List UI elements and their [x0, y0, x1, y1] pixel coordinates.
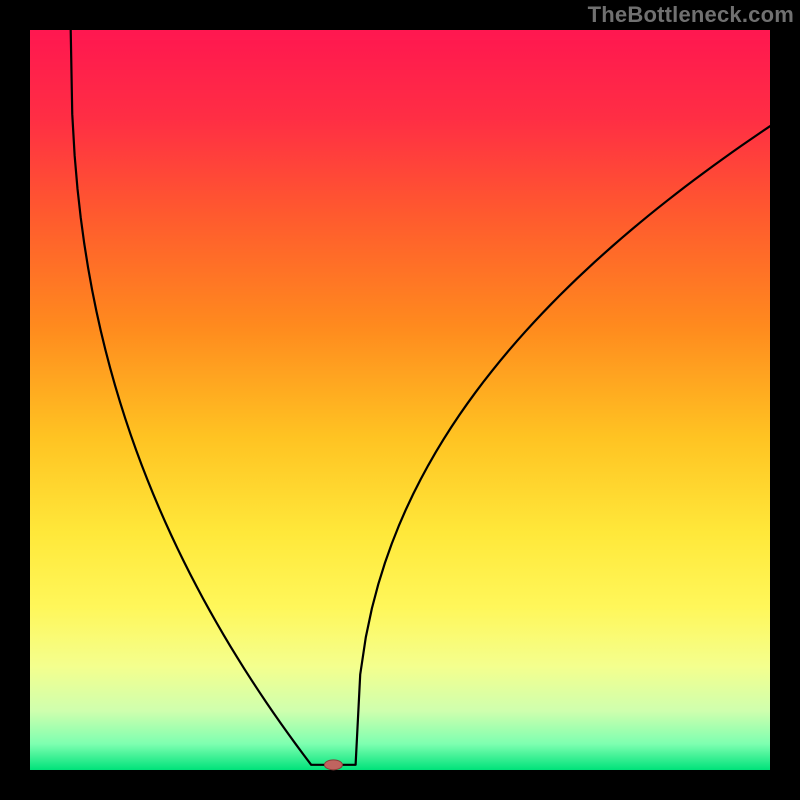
optimum-marker: [324, 760, 342, 770]
watermark-text: TheBottleneck.com: [588, 2, 794, 28]
plot-background: [30, 30, 770, 770]
chart-svg: [0, 0, 800, 800]
chart-canvas: TheBottleneck.com: [0, 0, 800, 800]
